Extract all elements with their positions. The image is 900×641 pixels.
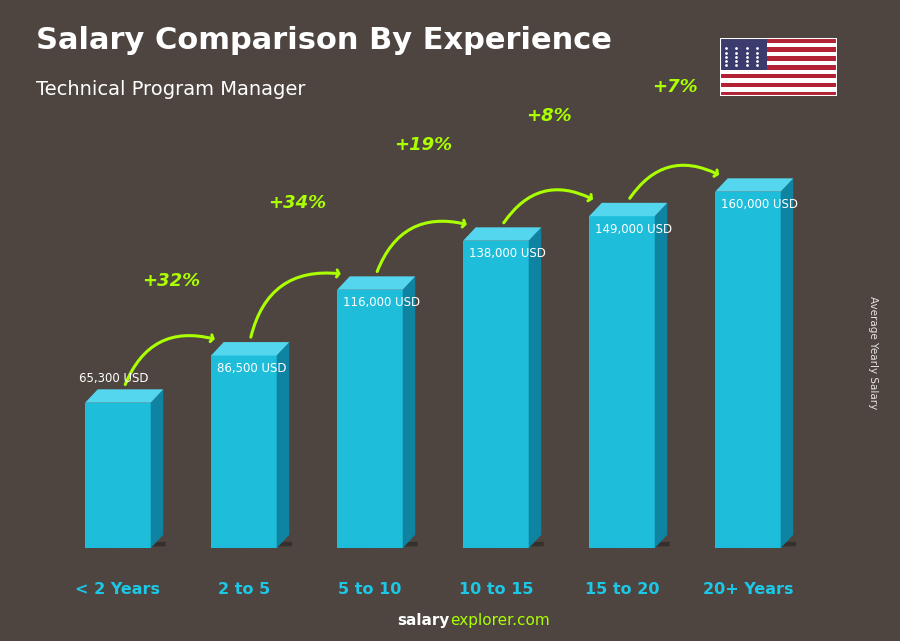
Bar bbox=[720, 74, 837, 78]
Polygon shape bbox=[150, 389, 163, 548]
Text: 149,000 USD: 149,000 USD bbox=[596, 223, 672, 236]
Bar bbox=[720, 38, 767, 69]
Text: Average Yearly Salary: Average Yearly Salary bbox=[868, 296, 878, 409]
Polygon shape bbox=[654, 203, 667, 548]
Text: 160,000 USD: 160,000 USD bbox=[722, 198, 798, 212]
Bar bbox=[720, 61, 837, 65]
Polygon shape bbox=[213, 542, 292, 548]
Text: salary: salary bbox=[398, 613, 450, 628]
Bar bbox=[720, 83, 837, 87]
Polygon shape bbox=[276, 342, 289, 548]
Polygon shape bbox=[591, 542, 670, 548]
Text: 65,300 USD: 65,300 USD bbox=[79, 372, 148, 385]
Text: 86,500 USD: 86,500 USD bbox=[218, 362, 287, 375]
Bar bbox=[720, 78, 837, 83]
Text: +7%: +7% bbox=[652, 78, 698, 96]
Text: 116,000 USD: 116,000 USD bbox=[344, 296, 420, 310]
Text: +32%: +32% bbox=[142, 272, 200, 290]
Polygon shape bbox=[338, 290, 402, 548]
Polygon shape bbox=[528, 228, 541, 548]
Bar bbox=[720, 56, 837, 61]
Polygon shape bbox=[339, 542, 418, 548]
Bar bbox=[720, 52, 837, 56]
Bar bbox=[720, 43, 837, 47]
Text: +8%: +8% bbox=[526, 107, 572, 125]
Text: +34%: +34% bbox=[268, 194, 326, 212]
Polygon shape bbox=[590, 203, 667, 216]
Text: Technical Program Manager: Technical Program Manager bbox=[36, 80, 305, 99]
Text: 138,000 USD: 138,000 USD bbox=[470, 247, 546, 260]
Bar bbox=[720, 65, 837, 69]
Polygon shape bbox=[465, 542, 544, 548]
Text: explorer.com: explorer.com bbox=[450, 613, 550, 628]
Text: +19%: +19% bbox=[394, 136, 452, 154]
Polygon shape bbox=[464, 228, 541, 241]
Bar bbox=[720, 38, 837, 43]
Polygon shape bbox=[464, 241, 528, 548]
Polygon shape bbox=[716, 192, 780, 548]
Polygon shape bbox=[86, 403, 150, 548]
Polygon shape bbox=[87, 542, 166, 548]
Bar bbox=[720, 87, 837, 92]
Polygon shape bbox=[212, 342, 289, 356]
Polygon shape bbox=[338, 276, 415, 290]
Polygon shape bbox=[717, 542, 796, 548]
Bar bbox=[720, 47, 837, 52]
Polygon shape bbox=[780, 178, 793, 548]
Bar bbox=[720, 92, 837, 96]
Polygon shape bbox=[402, 276, 415, 548]
Bar bbox=[720, 69, 837, 74]
Text: Salary Comparison By Experience: Salary Comparison By Experience bbox=[36, 26, 612, 54]
Polygon shape bbox=[212, 356, 276, 548]
Polygon shape bbox=[590, 216, 654, 548]
Polygon shape bbox=[86, 389, 163, 403]
Polygon shape bbox=[716, 178, 793, 192]
